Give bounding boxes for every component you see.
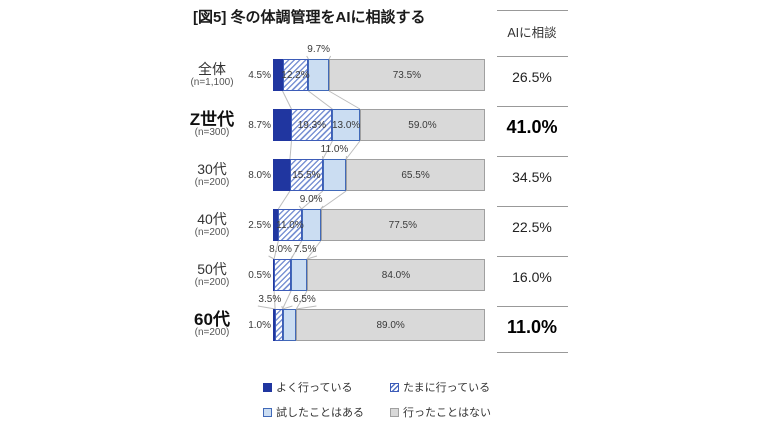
bar-segment-試したことはある [282, 309, 297, 341]
bar-segment-よく行っている [273, 309, 276, 341]
category-name: 30代 [197, 160, 227, 177]
legend-label: たまに行っている [403, 382, 491, 394]
bar-segment-行ったことはない [346, 159, 485, 191]
bar-segment-たまに行っている [282, 59, 309, 91]
bar-segment-よく行っている [273, 59, 283, 91]
category-label: 30代 (n=200) [166, 159, 258, 191]
category-name: Z世代 [189, 109, 235, 129]
segment-value-label: 2.5% [248, 220, 271, 231]
bar-segment-行ったことはない [359, 109, 485, 141]
segment-value-label: 73.5% [392, 70, 422, 81]
category-name: 全体 [198, 60, 226, 77]
segment-value-label: 9.0% [299, 194, 323, 205]
segment-value-label: 8.7% [248, 120, 271, 131]
bar-segment-行ったことはない [328, 59, 485, 91]
category-sample-size: (n=200) [194, 276, 230, 288]
bar-segment-試したことはある [291, 259, 307, 291]
consult-value: 41.0% [506, 116, 558, 137]
legend-swatch-solid-blue-icon [263, 382, 272, 392]
segment-value-label: 4.5% [248, 70, 271, 81]
consult-value: 11.0% [506, 316, 558, 337]
category-name: 40代 [197, 210, 227, 227]
connector-line [289, 140, 292, 160]
category-label: Z世代 (n=300) [166, 109, 258, 141]
bar-segment-行ったことはない [306, 259, 485, 291]
bar-segment-よく行っている [273, 209, 279, 241]
bar-segment-たまに行っている [275, 309, 283, 341]
segment-value-label: 11.0% [276, 220, 304, 231]
category-label: 60代 (n=200) [166, 309, 258, 341]
consult-column-header: AIに相談 [507, 26, 557, 40]
bar-segment-行ったことはない [320, 209, 485, 241]
segment-value-label: 11.0% [320, 144, 349, 155]
legend-swatch-hatched-icon [390, 382, 399, 392]
bar-segment-試したことはある [301, 209, 321, 241]
legend-label: 試したことはある [276, 407, 364, 419]
bar-segment-よく行っている [273, 159, 290, 191]
bar-segment-よく行っている [273, 109, 292, 141]
segment-value-label: 9.7% [307, 44, 331, 55]
category-name: 60代 [194, 309, 230, 329]
connector-line [277, 190, 291, 210]
bar-segment-たまに行っている [274, 259, 291, 291]
connector-line [308, 90, 333, 110]
category-label: 50代 (n=200) [166, 259, 258, 291]
segment-value-label: 8.0% [269, 244, 292, 255]
legend-item-sometimes: たまに行っている [390, 379, 490, 395]
bar-segment-たまに行っている [278, 209, 302, 241]
segment-value-label: 84.0% [381, 270, 411, 281]
bar-segment-行ったことはない [296, 309, 485, 341]
legend-item-never: 行ったことはない [390, 404, 491, 420]
legend-label: よく行っている [276, 382, 353, 394]
segment-value-label: 3.5% [258, 294, 282, 305]
bar-segment-試したことはある [332, 109, 360, 141]
consult-header-top-rule [497, 10, 568, 11]
connector-line [282, 90, 292, 110]
consult-row-rule [497, 56, 568, 57]
bar-segment-試したことはある [322, 159, 347, 191]
consult-row-rule [497, 256, 568, 257]
consult-bottom-rule [497, 352, 568, 353]
consult-value: 22.5% [512, 219, 552, 235]
segment-value-label: 7.5% [293, 244, 317, 255]
consult-value: 34.5% [512, 169, 552, 185]
legend-label: 行ったことはない [403, 407, 491, 419]
chart-title: [図5] 冬の体調管理をAIに相談する [193, 9, 426, 26]
consult-value: 16.0% [512, 269, 552, 285]
bar-segment-たまに行っている [289, 159, 323, 191]
category-label: 全体 (n=1,100) [166, 59, 258, 91]
segment-value-label: 8.0% [248, 170, 271, 181]
legend-swatch-gray-icon [390, 407, 399, 417]
consult-value: 26.5% [512, 69, 552, 85]
connector-line [328, 90, 361, 110]
legend-item-tried: 試したことはある [263, 404, 364, 420]
category-name: 50代 [197, 260, 227, 277]
category-sample-size: (n=200) [194, 326, 230, 338]
consult-row-rule [497, 206, 568, 207]
segment-value-label: 15.5% [292, 170, 321, 181]
consult-row-rule [497, 306, 568, 307]
category-sample-size: (n=200) [194, 176, 230, 188]
consult-row-rule [497, 106, 568, 107]
segment-value-label: 65.5% [401, 170, 430, 181]
category-sample-size: (n=200) [194, 226, 230, 238]
segment-value-label: 89.0% [376, 320, 405, 331]
legend-swatch-light-blue-icon [263, 407, 272, 417]
legend-item-often: よく行っている [263, 379, 352, 395]
segment-value-label: 1.0% [248, 320, 271, 331]
segment-value-label: 19.3% [297, 120, 327, 131]
category-label: 40代 (n=200) [166, 209, 258, 241]
bar-segment-試したことはある [308, 59, 329, 91]
segment-value-label: 0.5% [248, 270, 271, 281]
category-sample-size: (n=1,100) [190, 76, 234, 88]
segment-value-label: 13.0% [331, 120, 361, 131]
bar-segment-たまに行っている [291, 109, 333, 141]
segment-value-label: 59.0% [408, 120, 437, 131]
segment-value-label: 12.2% [281, 70, 310, 81]
segment-value-label: 77.5% [388, 220, 418, 231]
category-sample-size: (n=300) [194, 126, 230, 138]
segment-value-label: 6.5% [293, 294, 316, 305]
consult-row-rule [497, 156, 568, 157]
